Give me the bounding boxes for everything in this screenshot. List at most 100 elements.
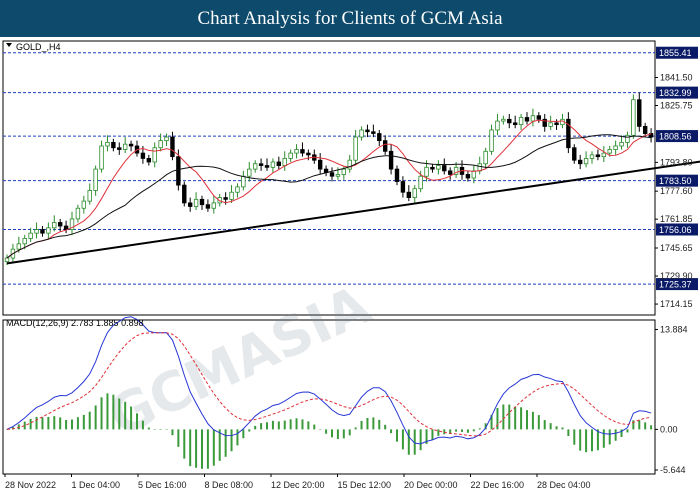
time-tick-label: 1 Dec 04:00 xyxy=(72,480,121,490)
macd-histogram-bar xyxy=(29,418,32,430)
candle-body xyxy=(353,136,358,161)
candle-body xyxy=(631,99,636,136)
macd-histogram-bar xyxy=(331,429,333,438)
macd-histogram-bar xyxy=(82,414,85,430)
level-label-3: 1783.50 xyxy=(659,176,692,186)
macd-histogram-bar xyxy=(596,429,599,451)
candle-body xyxy=(512,122,518,126)
candle-body xyxy=(117,147,122,150)
macd-histogram-bar xyxy=(484,423,487,430)
macd-histogram-bar xyxy=(230,429,233,452)
macd-histogram-bar xyxy=(147,427,150,430)
macd-histogram-bar xyxy=(437,429,440,436)
candle-body xyxy=(69,218,75,230)
macd-histogram-bar xyxy=(496,408,499,430)
candle-body xyxy=(619,142,624,147)
candle-body xyxy=(418,175,423,190)
candle-body xyxy=(530,115,536,122)
candle-body xyxy=(258,163,264,166)
macd-histogram-bar xyxy=(17,424,20,430)
candle-body xyxy=(548,122,553,127)
macd-histogram-bar xyxy=(236,429,239,446)
candle-body xyxy=(471,170,477,179)
price-tick-label: 1825.75 xyxy=(660,100,693,110)
macd-histogram-bar xyxy=(449,429,452,435)
candle-body xyxy=(229,191,234,200)
macd-histogram-bar xyxy=(431,429,434,440)
candle-body xyxy=(536,115,542,120)
candle-body xyxy=(341,168,347,175)
time-tick-label: 15 Dec 12:00 xyxy=(338,480,392,490)
watermark-text: GCMASIA xyxy=(99,273,380,449)
time-tick-label: 28 Nov 2022 xyxy=(5,480,56,490)
candle-body xyxy=(52,222,57,229)
candle-body xyxy=(146,158,152,163)
level-tag-3 xyxy=(656,174,698,187)
macd-histogram-bar xyxy=(579,429,582,451)
macd-label: MACD(12,26,9) 2.783 1.885 0.898 xyxy=(6,318,144,328)
macd-histogram-bar xyxy=(76,417,79,430)
macd-histogram-bar xyxy=(549,423,552,430)
level-tag-2 xyxy=(656,130,698,143)
candle-body xyxy=(264,165,270,168)
candle-body xyxy=(572,147,577,161)
candle-body xyxy=(595,154,601,158)
macd-histogram-bar xyxy=(319,429,322,430)
candle-body xyxy=(589,154,595,159)
macd-pane-frame xyxy=(2,319,656,475)
macd-histogram-bar xyxy=(419,429,422,451)
candle-body xyxy=(4,257,10,263)
macd-histogram-bar xyxy=(118,398,121,430)
macd-histogram-bar xyxy=(620,429,623,437)
candle-body xyxy=(583,158,589,165)
candle-body xyxy=(495,120,500,131)
macd-histogram-bar xyxy=(59,417,62,430)
candle-body xyxy=(524,117,530,122)
candle-body xyxy=(252,163,258,170)
candle-body xyxy=(566,118,571,149)
macd-histogram-bar xyxy=(183,429,186,459)
macd-histogram-bar xyxy=(396,429,398,442)
candle-body xyxy=(87,190,92,202)
ma-slow-line xyxy=(6,134,652,259)
macd-histogram-bar xyxy=(378,419,381,430)
macd-histogram-bar xyxy=(248,429,251,432)
candle-body xyxy=(518,117,524,126)
macd-tick-label: 13.884 xyxy=(660,324,688,334)
candle-body xyxy=(105,142,110,147)
macd-histogram-bar xyxy=(366,417,369,430)
candle-body xyxy=(182,184,187,204)
macd-histogram-bar xyxy=(112,394,115,430)
candle-body xyxy=(223,197,228,200)
macd-histogram-bar xyxy=(360,420,363,430)
candle-body xyxy=(111,142,116,149)
candle-body xyxy=(365,129,370,133)
macd-histogram-bar xyxy=(384,424,387,430)
candle-body xyxy=(187,202,193,207)
candle-body xyxy=(99,145,104,170)
candle-body xyxy=(300,149,305,154)
candle-body xyxy=(371,131,376,134)
candle-body xyxy=(377,133,382,142)
macd-histogram-bar xyxy=(283,420,286,430)
macd-histogram-bar xyxy=(254,425,257,430)
price-tick-label: 1745.65 xyxy=(660,243,693,253)
candle-body xyxy=(382,140,388,152)
candle-body xyxy=(453,166,459,175)
time-tick-label: 12 Dec 20:00 xyxy=(271,480,325,490)
candle-body xyxy=(501,118,506,122)
macd-histogram-bar xyxy=(141,420,144,430)
macd-signal-line xyxy=(6,332,652,437)
macd-histogram-bar xyxy=(561,427,564,430)
time-tick-label: 28 Dec 04:00 xyxy=(537,480,591,490)
candle-body xyxy=(613,145,618,150)
candle-body xyxy=(140,152,146,159)
macd-histogram-bar xyxy=(130,406,133,430)
macd-histogram-bar xyxy=(555,426,558,430)
macd-histogram-bar xyxy=(573,429,576,445)
macd-histogram-bar xyxy=(531,411,534,430)
macd-histogram-bar xyxy=(206,429,209,469)
candle-body xyxy=(642,126,648,134)
candle-body xyxy=(577,159,583,165)
candle-body xyxy=(158,140,163,149)
